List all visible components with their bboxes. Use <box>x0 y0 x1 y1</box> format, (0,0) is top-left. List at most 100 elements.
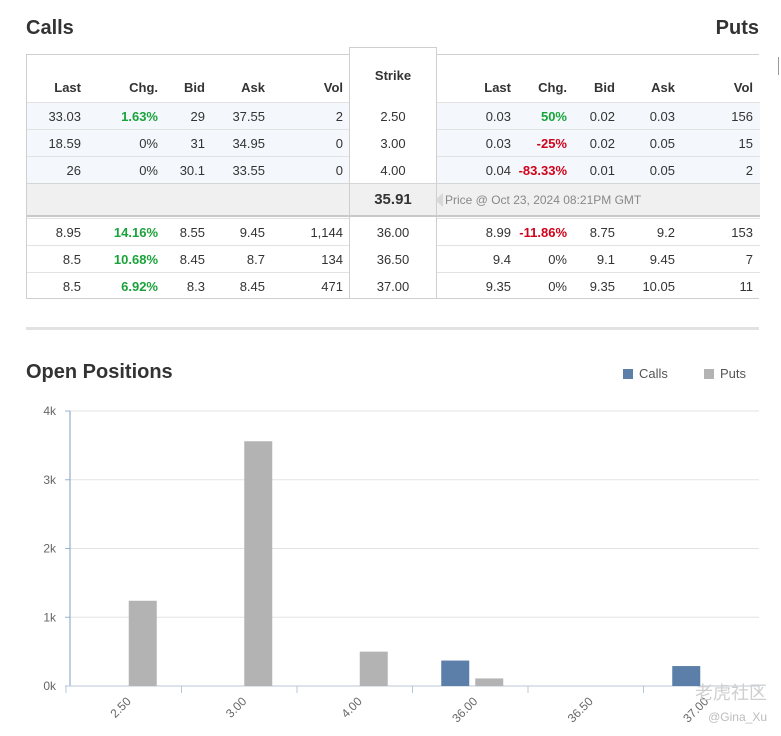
call-bid: 29 <box>190 108 205 124</box>
call-last: 8.5 <box>62 278 81 294</box>
call-vol: 0 <box>335 162 343 178</box>
call-vol: 2 <box>335 108 343 124</box>
watermark-user: @Gina_Xu <box>708 710 767 724</box>
legend-calls-label: Calls <box>639 366 668 381</box>
put-vol: 7 <box>745 251 753 267</box>
put-chg: -83.33% <box>518 162 567 178</box>
put-ask: 9.2 <box>656 224 675 240</box>
puts-title: Puts <box>715 17 759 39</box>
price-note: Price @ Oct 23, 2024 08:21PM GMT <box>435 183 646 217</box>
calls-header-vol: Vol <box>323 80 343 95</box>
put-last: 0.04 <box>485 162 511 178</box>
call-ask: 37.55 <box>232 108 265 124</box>
x-tick-label: 3.00 <box>223 694 250 721</box>
put-chg: -11.86% <box>519 224 567 240</box>
puts-bar-2.50 <box>128 600 157 686</box>
call-ask: 9.45 <box>239 224 265 240</box>
put-last: 0.03 <box>485 135 511 151</box>
put-bid: 9.1 <box>596 251 615 267</box>
call-chg: 1.63% <box>121 108 158 124</box>
option-chain-table: Last Chg. Bid Ask Vol Last Chg. Bid Ask Vol 33.03… <box>26 47 760 299</box>
call-vol: 134 <box>321 251 343 267</box>
call-vol: 471 <box>321 278 343 294</box>
watermark-logo: 老虎社区 <box>695 683 767 703</box>
call-bid: 8.3 <box>186 278 205 294</box>
y-tick-label: 1k <box>43 610 57 624</box>
put-bid: 0.02 <box>589 108 615 124</box>
puts-bar-36.00 <box>475 678 504 686</box>
calls-header-chg: Chg. <box>129 80 158 95</box>
y-tick-label: 2k <box>43 542 57 556</box>
table-header-row: Last Chg. Bid Ask Vol Last Chg. Bid Ask Vol <box>27 55 760 102</box>
call-last: 18.59 <box>48 135 81 151</box>
call-ask: 8.7 <box>246 251 265 267</box>
call-bid: 8.45 <box>179 251 205 267</box>
calls-title: Calls <box>26 17 74 39</box>
puts-header-last: Last <box>484 80 511 95</box>
put-chg: 0% <box>548 278 567 294</box>
calls-header-ask: Ask <box>241 80 265 95</box>
call-chg: 0% <box>139 162 158 178</box>
strike-cell: 2.50 <box>380 109 406 124</box>
call-bid: 31 <box>190 135 205 151</box>
strike-cell: 4.00 <box>380 163 406 178</box>
put-ask: 0.05 <box>649 135 675 151</box>
y-tick-label: 4k <box>43 404 57 418</box>
put-last: 9.4 <box>492 251 511 267</box>
x-tick-label: 4.00 <box>338 694 365 721</box>
call-chg: 0% <box>139 135 158 151</box>
call-last: 8.5 <box>62 251 81 267</box>
tooltip-arrow-icon <box>435 193 443 207</box>
call-ask: 8.45 <box>239 278 265 294</box>
calls-swatch-icon <box>623 368 633 379</box>
put-vol: 153 <box>731 224 753 240</box>
legend-calls[interactable]: Calls <box>623 366 668 381</box>
calls-bar-37.00 <box>672 666 701 686</box>
puts-bar-3.00 <box>244 441 273 686</box>
put-chg: 0% <box>548 251 567 267</box>
strike-cell: 3.00 <box>380 136 406 151</box>
put-bid: 8.75 <box>589 224 615 240</box>
call-last: 26 <box>66 162 81 178</box>
puts-swatch-icon <box>704 368 714 379</box>
call-ask: 34.95 <box>232 135 265 151</box>
put-vol: 15 <box>738 135 753 151</box>
put-last: 0.03 <box>485 108 511 124</box>
put-chg: -25% <box>536 135 567 151</box>
puts-header-chg: Chg. <box>538 80 567 95</box>
strike-cell: 36.50 <box>376 252 410 267</box>
calls-bar-36.00 <box>441 660 470 686</box>
put-chg: 50% <box>540 108 567 124</box>
puts-header-bid: Bid <box>594 80 615 95</box>
put-ask: 0.05 <box>649 162 675 178</box>
call-vol: 0 <box>335 135 343 151</box>
strike-cell: 36.00 <box>376 225 410 240</box>
x-tick-label: 36.00 <box>449 694 480 725</box>
x-tick-label: 36.50 <box>565 694 596 725</box>
calls-header-last: Last <box>54 80 81 95</box>
puts-header-ask: Ask <box>651 80 675 95</box>
call-bid: 30.1 <box>179 162 205 178</box>
call-ask: 33.55 <box>232 162 265 178</box>
table-row[interactable]: 33.03 1.63% 29 37.55 2 0.03 50% 0.02 0.03 156 <box>27 102 760 129</box>
x-tick-label: 2.50 <box>107 694 134 721</box>
puts-header-vol: Vol <box>733 80 753 95</box>
underlying-price: 35.91 <box>349 183 437 217</box>
legend-puts[interactable]: Puts <box>704 366 746 381</box>
put-last: 9.35 <box>485 278 511 294</box>
call-chg: 14.16% <box>113 224 158 240</box>
scroll-edge-marker <box>778 57 781 75</box>
put-bid: 0.02 <box>589 135 615 151</box>
section-divider <box>26 327 759 330</box>
put-ask: 0.03 <box>649 108 675 124</box>
put-last: 8.99 <box>485 224 511 240</box>
strike-cell: 37.00 <box>376 279 410 294</box>
open-positions-title: Open Positions <box>26 361 173 383</box>
put-bid: 0.01 <box>589 162 615 178</box>
y-tick-label: 3k <box>43 473 57 487</box>
calls-header-bid: Bid <box>184 80 205 95</box>
price-note-text: Price @ Oct 23, 2024 08:21PM GMT <box>443 193 646 207</box>
call-chg: 10.68% <box>113 251 158 267</box>
call-bid: 8.55 <box>179 224 205 240</box>
